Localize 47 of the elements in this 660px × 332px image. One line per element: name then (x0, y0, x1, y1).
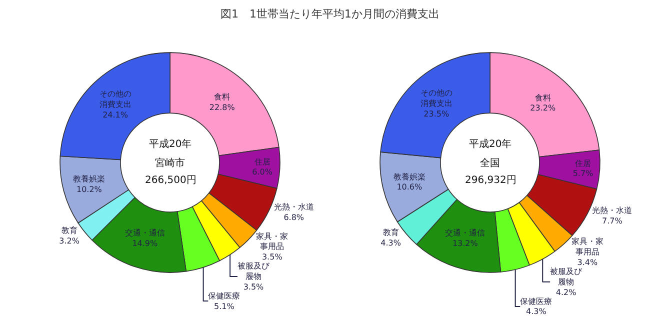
slice-label: 家具・家事用品 (256, 232, 288, 252)
data-label: 13.2% (452, 239, 478, 248)
slice-label: 住居 (574, 158, 591, 168)
chart-title: 図1 1世帯当たり年平均1か月間の消費支出 (220, 8, 440, 21)
data-label: 3.5% (243, 282, 264, 292)
slice-label: 家具・家事用品 (571, 237, 604, 257)
slice-label: 保健医療 (208, 291, 240, 300)
data-label: 14.9% (132, 238, 158, 248)
slice-label: 教養娯楽 (73, 174, 106, 184)
data-label: 4.2% (556, 288, 577, 297)
slice-label: 食料 (534, 93, 551, 102)
slice-label: 教養娯楽 (393, 172, 426, 182)
slice-label: その他の消費支出 (99, 90, 132, 110)
slice-label: 光熱・水道 (274, 202, 314, 212)
data-label: 3.4% (577, 258, 598, 267)
slice-label: 食料 (214, 92, 230, 102)
data-label: 6.8% (284, 212, 304, 222)
text: 296,932円 (465, 175, 516, 186)
data-label: 22.8% (209, 103, 236, 112)
text: 平成20年 (469, 138, 512, 150)
data-label: 10.6% (396, 182, 423, 192)
text: 平成20年 (149, 138, 192, 150)
slice-label: 教育 (61, 226, 78, 236)
slice-label: 教育 (382, 228, 399, 238)
slice-label: 交通・通信 (445, 228, 486, 238)
slice-label: 交通・通信 (124, 228, 165, 238)
slice-label: 被服及び履物 (550, 267, 584, 286)
text: 宮崎市 (155, 157, 185, 169)
slice-label: その他の消費支出 (420, 88, 452, 108)
data-label: 3.5% (262, 252, 283, 262)
data-label: 6.0% (252, 168, 273, 177)
data-label: 7.7% (602, 216, 623, 226)
data-label: 3.2% (59, 236, 80, 246)
slice-label: 住居 (254, 157, 270, 166)
data-label: 24.1% (102, 110, 128, 120)
slice-label: 保健医療 (520, 296, 552, 306)
data-label: 4.3% (526, 307, 547, 316)
data-label: 5.7% (572, 169, 594, 178)
slice-label: 被服及び履物 (237, 262, 270, 281)
data-label: 5.1% (214, 302, 235, 311)
data-label: 10.2% (76, 184, 102, 194)
data-label: 23.5% (424, 109, 450, 118)
data-label: 4.3% (380, 238, 402, 248)
text: 266,500円 (145, 175, 196, 186)
slice-label: 光熱・水道 (592, 206, 632, 216)
data-label: 23.2% (530, 104, 556, 113)
text: 全国 (480, 157, 500, 169)
